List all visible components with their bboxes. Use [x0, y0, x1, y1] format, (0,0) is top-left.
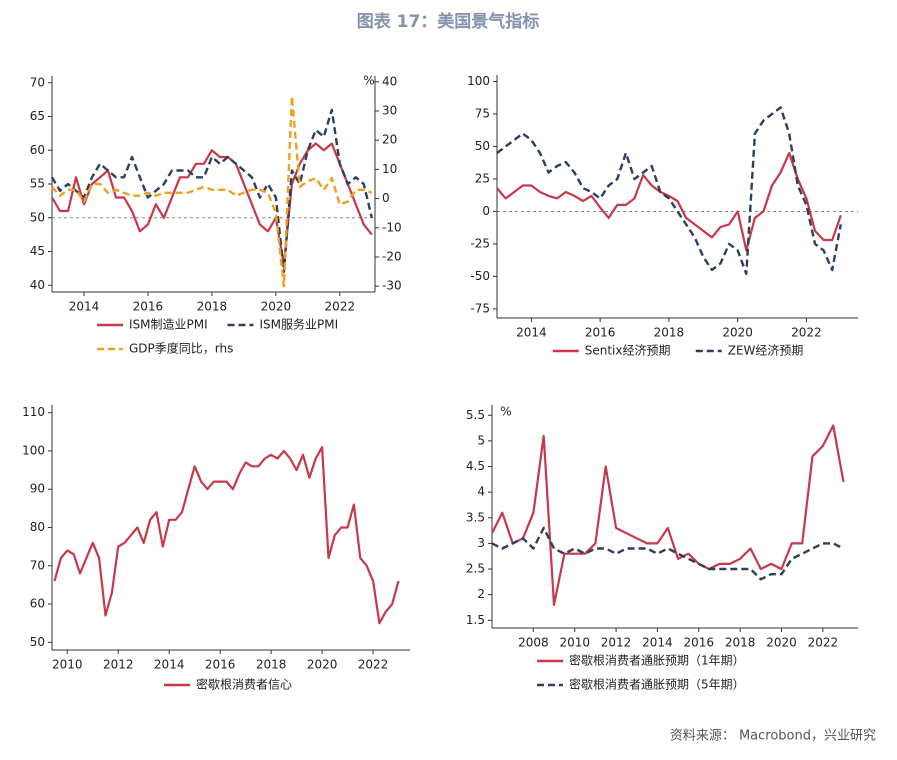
series-line: [496, 106, 842, 275]
y-tick-label: -50: [470, 269, 490, 283]
y-tick-label: 50: [475, 139, 490, 153]
y-tick-label: 0: [482, 204, 490, 218]
y-tick-label: 2: [477, 587, 485, 601]
y-tick-label: 90: [30, 482, 45, 496]
x-tick-label: 2010: [52, 658, 83, 672]
legend-label: ISM制造业PMI: [129, 318, 208, 332]
y-tick-label: -75: [470, 301, 490, 315]
x-tick-label: 2018: [725, 636, 756, 650]
x-tick-label: 2020: [261, 300, 292, 314]
series-line: [491, 424, 845, 606]
y2-tick-label: -30: [382, 279, 402, 293]
x-tick-label: 2012: [601, 636, 632, 650]
series-line: [51, 95, 373, 288]
y2-tick-label: 20: [382, 133, 397, 147]
y-tick-label: 1.5: [466, 613, 485, 627]
source-note: 资料来源： Macrobond，兴业研究: [670, 729, 876, 744]
y-tick-label: 110: [22, 405, 45, 419]
legend-label: 密歇根消费者信心: [196, 677, 292, 692]
y-tick-label: 60: [30, 143, 45, 157]
y-tick-label: 50: [30, 635, 45, 649]
y2-tick-label: 30: [382, 104, 397, 118]
y-tick-label: 60: [30, 597, 45, 611]
y-tick-label: 75: [475, 106, 490, 120]
legend-label: Sentix经济预期: [585, 343, 671, 358]
series-line: [496, 151, 842, 252]
y2-tick-label: 10: [382, 162, 397, 176]
y2-tick-label: 0: [382, 191, 390, 205]
y-tick-label: 5.5: [466, 408, 485, 422]
x-tick-label: 2014: [642, 636, 673, 650]
y2-unit: %: [363, 74, 374, 88]
x-tick-label: 2016: [133, 300, 164, 314]
y-tick-label: 100: [467, 74, 490, 88]
y-tick-label: 70: [30, 558, 45, 572]
legend-label: 密歇根消费者通胀预期（5年期）: [569, 677, 745, 692]
y-tick-label: 25: [475, 171, 490, 185]
x-tick-label: 2022: [358, 658, 389, 672]
y-unit: %: [500, 405, 511, 419]
x-tick-label: 2022: [325, 300, 356, 314]
y-tick-label: 80: [30, 520, 45, 534]
legend-label: ZEW经济预期: [728, 343, 804, 358]
y-tick-label: 2.5: [466, 562, 485, 576]
y-tick-label: 3.5: [466, 510, 485, 524]
series-line: [51, 142, 373, 267]
y-tick-label: 5: [477, 433, 485, 447]
x-tick-label: 2016: [585, 326, 616, 340]
x-tick-label: 2018: [197, 300, 228, 314]
y-tick-label: 40: [30, 278, 45, 292]
y-tick-label: 4.5: [466, 459, 485, 473]
x-tick-label: 2022: [808, 636, 839, 650]
x-tick-label: 2008: [518, 636, 549, 650]
legend-label: GDP季度同比，rhs: [129, 341, 233, 356]
page-title: 图表 17：美国景气指标: [357, 11, 540, 32]
x-tick-label: 2020: [766, 636, 797, 650]
y-tick-label: 65: [30, 109, 45, 123]
legend-label: 密歇根消费者通胀预期（1年期）: [569, 653, 745, 668]
x-tick-label: 2014: [516, 326, 547, 340]
y-tick-label: -25: [470, 236, 490, 250]
x-tick-label: 2012: [103, 658, 134, 672]
series-line: [50, 108, 373, 273]
y-tick-label: 45: [30, 244, 45, 258]
y2-tick-label: -10: [382, 220, 402, 234]
y-tick-label: 70: [30, 75, 45, 89]
x-tick-label: 2020: [307, 658, 338, 672]
y2-tick-label: -20: [382, 249, 402, 263]
x-tick-label: 2018: [256, 658, 287, 672]
x-tick-label: 2018: [654, 326, 685, 340]
y-tick-label: 3: [477, 536, 485, 550]
x-tick-label: 2020: [722, 326, 753, 340]
y2-tick-label: 40: [382, 74, 397, 88]
y-tick-label: 50: [30, 210, 45, 224]
x-tick-label: 2016: [205, 658, 236, 672]
x-tick-label: 2016: [684, 636, 715, 650]
x-tick-label: 2014: [154, 658, 185, 672]
series-line: [491, 526, 845, 581]
series-line: [53, 446, 400, 625]
x-tick-label: 2022: [791, 326, 822, 340]
y-tick-label: 100: [22, 443, 45, 457]
y-tick-label: 55: [30, 177, 45, 191]
x-tick-label: 2010: [559, 636, 590, 650]
legend-label: ISM服务业PMI: [260, 317, 339, 332]
x-tick-label: 2014: [69, 300, 100, 314]
y-tick-label: 4: [477, 485, 485, 499]
